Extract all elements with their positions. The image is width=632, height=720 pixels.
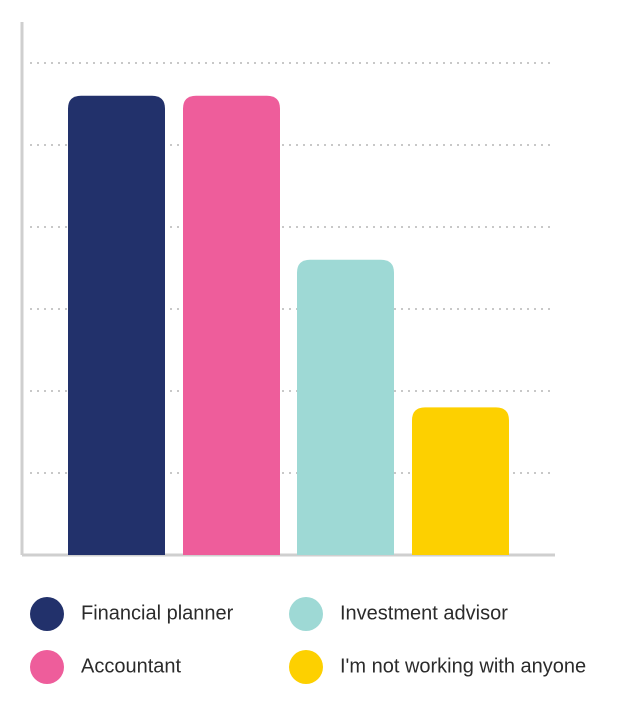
- bar: [183, 95, 280, 556]
- bar: [412, 407, 509, 555]
- legend-label: Financial planner: [81, 602, 234, 624]
- legend-swatch: [289, 650, 323, 684]
- legend-label: Accountant: [81, 655, 182, 677]
- legend-label: I'm not working with anyone: [340, 655, 586, 677]
- legend-swatch: [30, 650, 64, 684]
- legend-label: Investment advisor: [340, 602, 508, 624]
- bar: [297, 259, 394, 555]
- legend-swatch: [30, 597, 64, 631]
- legend-swatch: [289, 597, 323, 631]
- bar: [68, 95, 165, 556]
